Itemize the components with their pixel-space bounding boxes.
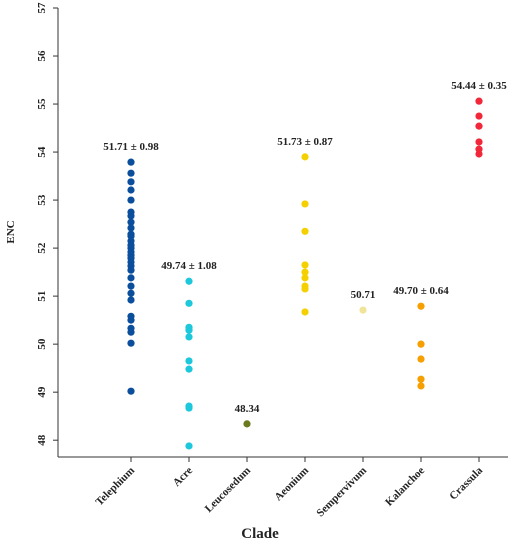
dot bbox=[127, 387, 135, 395]
dot bbox=[185, 299, 193, 307]
dot bbox=[301, 200, 309, 208]
dot bbox=[475, 150, 483, 158]
dot bbox=[475, 97, 483, 105]
dot bbox=[417, 375, 425, 383]
dot bbox=[359, 306, 367, 314]
dot bbox=[127, 316, 135, 324]
dot bbox=[127, 196, 135, 204]
group-annotation: 50.71 bbox=[351, 289, 376, 301]
y-tick-label: 48 bbox=[36, 434, 48, 446]
dot bbox=[417, 355, 425, 363]
dot bbox=[185, 333, 193, 341]
dot bbox=[127, 289, 135, 297]
y-tick-label: 54 bbox=[36, 146, 48, 158]
x-tick-label: Aeonium bbox=[272, 465, 311, 504]
y-tick-label: 51 bbox=[36, 291, 48, 302]
y-tick-label: 55 bbox=[36, 98, 48, 110]
group-annotation: 51.71 ± 0.98 bbox=[103, 141, 159, 153]
dot bbox=[301, 274, 309, 282]
y-axis-label: ENC bbox=[5, 220, 17, 243]
dot bbox=[301, 268, 309, 276]
dot bbox=[475, 138, 483, 146]
dot bbox=[417, 340, 425, 348]
dot bbox=[185, 442, 193, 450]
dot bbox=[127, 266, 135, 274]
dot bbox=[475, 122, 483, 130]
group-annotation: 54.44 ± 0.35 bbox=[451, 80, 507, 92]
group-annotation: 51.73 ± 0.87 bbox=[277, 136, 333, 148]
dot bbox=[185, 404, 193, 412]
dot bbox=[243, 420, 251, 428]
x-tick-label: Acre bbox=[171, 465, 195, 489]
y-tick-label: 57 bbox=[36, 2, 48, 14]
dot bbox=[127, 158, 135, 166]
y-tick-label: 53 bbox=[36, 194, 48, 206]
x-tick-label: Telephium bbox=[93, 465, 137, 509]
x-axis-label: Clade bbox=[241, 526, 279, 542]
dot bbox=[301, 261, 309, 269]
x-tick-label: Kalanchoe bbox=[383, 465, 427, 509]
x-tick-label: Leucosedum bbox=[203, 465, 253, 515]
dot bbox=[127, 282, 135, 290]
group-annotation: 48.34 bbox=[235, 403, 260, 415]
dot bbox=[127, 169, 135, 177]
group-annotation: 49.70 ± 0.64 bbox=[393, 285, 449, 297]
dot bbox=[127, 212, 135, 220]
dot bbox=[127, 224, 135, 232]
dot bbox=[301, 285, 309, 293]
x-tick-label: Sempervivum bbox=[314, 465, 369, 520]
dot bbox=[185, 365, 193, 373]
dot bbox=[127, 186, 135, 194]
dot bbox=[301, 153, 309, 161]
dot bbox=[127, 328, 135, 336]
x-tick-label: Crassula bbox=[447, 464, 485, 502]
dot bbox=[301, 227, 309, 235]
group-annotation: 49.74 ± 1.08 bbox=[161, 260, 217, 272]
y-tick-label: 56 bbox=[36, 50, 48, 62]
dot bbox=[475, 112, 483, 120]
dot bbox=[417, 382, 425, 390]
dot bbox=[127, 339, 135, 347]
dot bbox=[185, 277, 193, 285]
dot bbox=[301, 308, 309, 316]
dot bbox=[185, 326, 193, 334]
dot bbox=[127, 274, 135, 282]
y-tick-label: 50 bbox=[36, 338, 48, 350]
dot bbox=[417, 302, 425, 310]
dot bbox=[127, 218, 135, 226]
y-tick-label: 52 bbox=[36, 242, 48, 254]
y-tick-label: 49 bbox=[36, 386, 48, 398]
dot bbox=[127, 296, 135, 304]
dot bbox=[127, 178, 135, 186]
dot bbox=[185, 357, 193, 365]
